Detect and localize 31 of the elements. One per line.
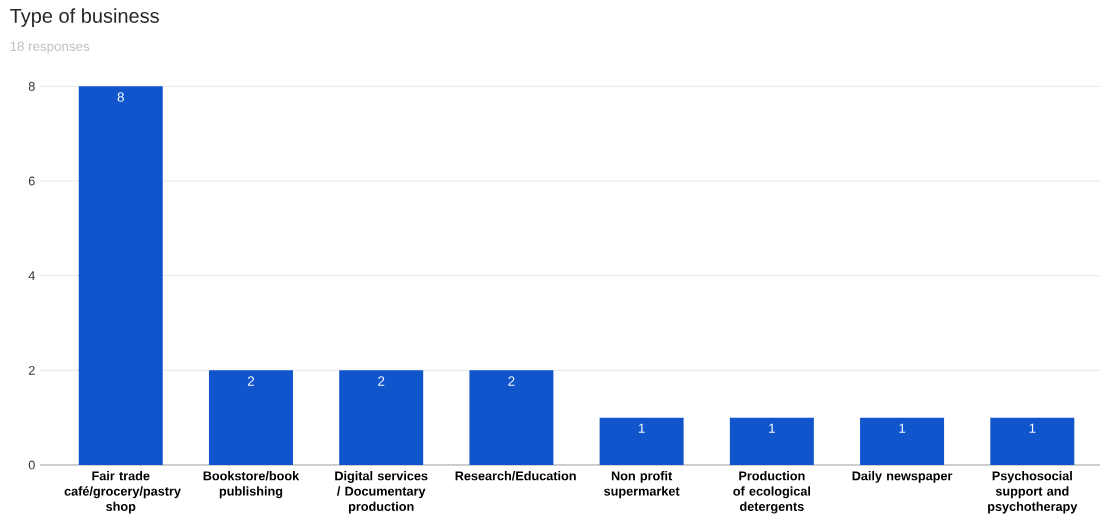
chart-subtitle: 18 responses [10,41,90,54]
data-label: 2 [247,376,255,386]
bar [729,417,814,465]
bar [339,370,424,465]
bar [78,86,163,465]
x-tick-label: Digital services / Documentary production [335,471,428,514]
x-tick-label: Production of ecological detergents [733,471,811,514]
bar [860,417,945,465]
x-tick-label: Fair trade café/grocery/pastry shop [64,471,181,514]
x-tick-label: Non profit supermarket [604,471,680,499]
data-label: 8 [117,92,124,102]
bar [208,370,293,465]
x-tick-label: Daily newspaper [852,471,953,483]
bar [469,370,554,465]
x-tick-label: Psychosocial support and psychotherapy [988,471,1078,514]
data-label: 2 [378,376,385,386]
data-label: 2 [508,376,515,386]
y-tick-label: 4 [28,271,35,281]
y-tick-label: 0 [28,460,35,470]
y-tick-label: 8 [28,81,35,91]
data-label: 1 [1029,423,1036,433]
data-label: 1 [638,423,645,433]
chart-title: Type of business [10,8,159,27]
x-tick-label: Research/Education [455,471,576,481]
bar [599,417,684,465]
x-tick-label: Bookstore/book publishing [203,471,300,499]
y-tick-label: 2 [28,365,35,375]
y-tick-label: 6 [28,176,35,186]
data-label: 1 [769,423,775,433]
bar [990,417,1075,465]
data-label: 1 [899,423,906,433]
